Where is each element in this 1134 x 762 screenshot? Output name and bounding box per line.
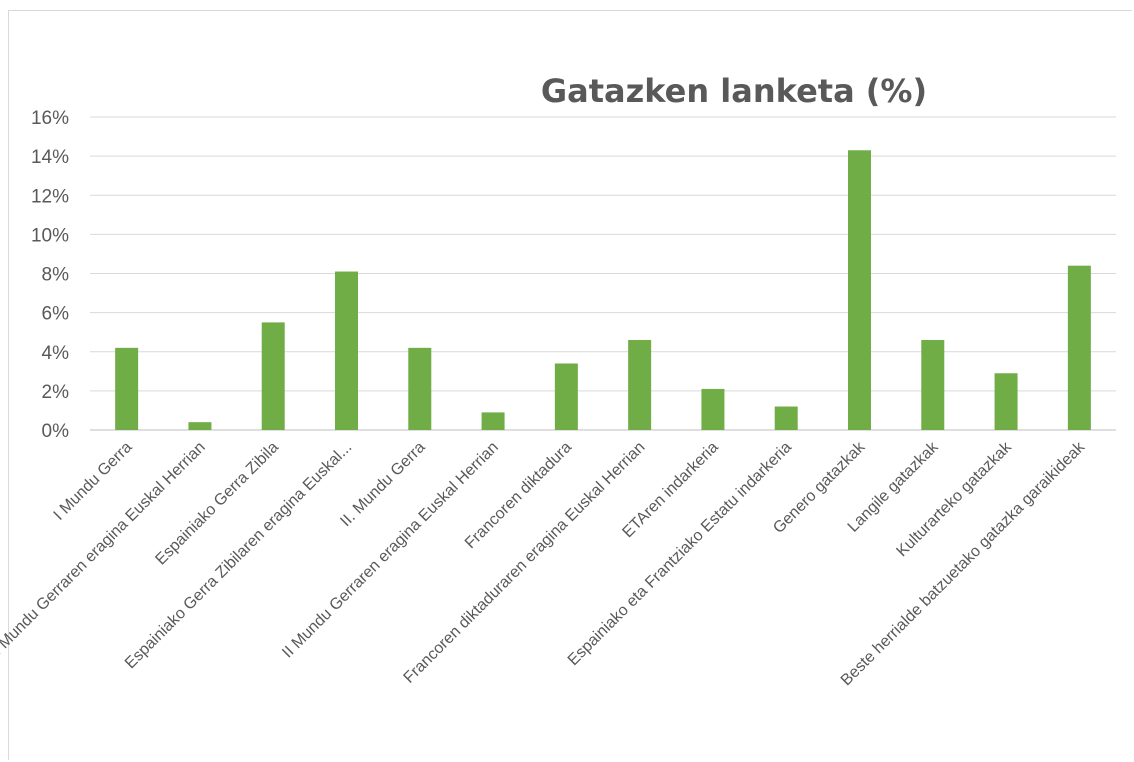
bar [994,373,1018,430]
bar [481,412,505,430]
bar [628,340,652,430]
bar [335,271,358,430]
x-tick-label: Beste herrialde batzuetako gatazka garai… [838,438,1089,689]
bar [1067,265,1091,430]
x-tick-label: Espainiako Gerra Zibila [152,439,282,569]
y-tick-label: 0% [42,421,70,442]
y-tick-label: 6% [42,304,70,325]
y-tick-label: 14% [31,147,69,168]
y-tick-label: 12% [31,186,69,207]
bar [848,150,871,430]
bar [115,347,139,430]
y-axis-ticks: 0% 2% 4% 6% 8% 10% 12% 14% 16% [31,108,69,442]
x-tick-label: I Mundu Gerra [51,439,136,524]
y-tick-label: 2% [42,382,70,403]
chart-frame [8,10,1132,760]
bars [115,150,1091,430]
chart-title: Gatazken lanketa (%) [541,72,927,110]
y-tick-label: 8% [42,265,70,286]
bar [188,422,212,430]
bar [701,388,725,430]
bar [921,340,945,430]
y-tick-label: 16% [31,108,69,129]
bar [261,322,285,430]
x-tick-label: Francoren diktaduraren eragina Euskal He… [401,439,649,687]
bar [408,347,432,430]
y-tick-label: 10% [31,225,69,246]
gridlines [90,116,1116,431]
bar [554,363,578,430]
bar [774,406,798,430]
y-tick-label: 4% [42,343,70,364]
